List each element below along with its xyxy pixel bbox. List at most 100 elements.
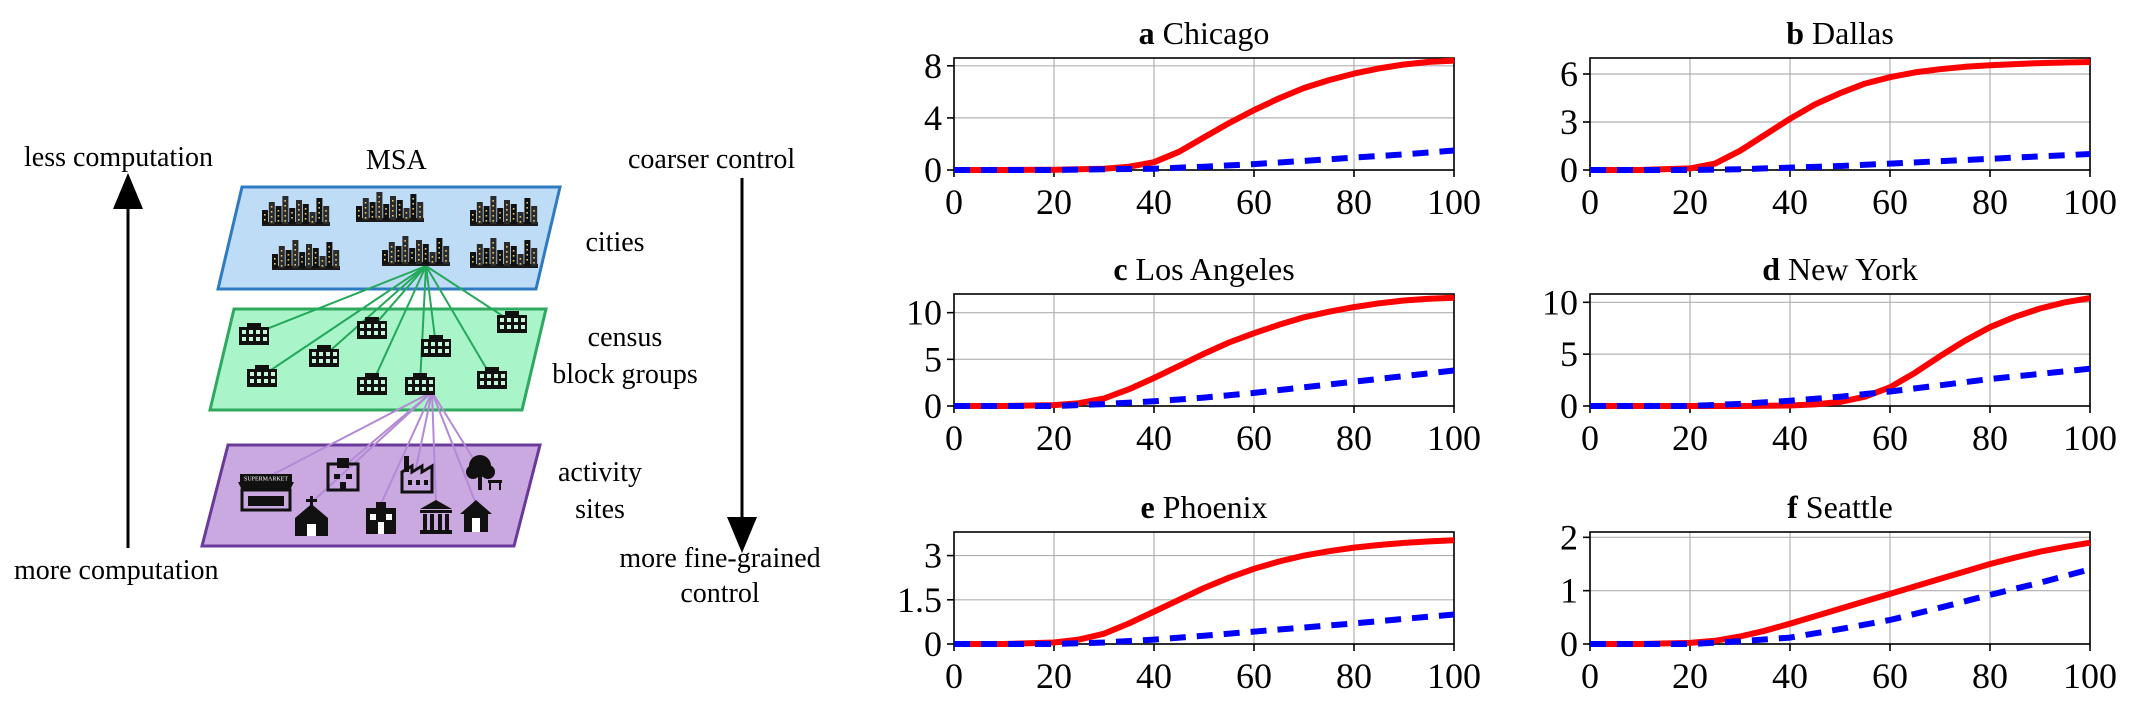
y-tick-label: 0 xyxy=(1560,150,1578,190)
x-tick-label: 20 xyxy=(1036,418,1072,458)
x-tick-label: 60 xyxy=(1872,418,1908,458)
school-icon xyxy=(366,502,396,534)
chart-title: b Dallas xyxy=(1786,15,1894,51)
cbg-icons xyxy=(239,311,527,395)
plot-frame xyxy=(1589,293,2091,407)
city-skyline-icon xyxy=(272,240,340,270)
right-bottom-label-line1: more fine-grained xyxy=(619,543,821,574)
chart-title: c Los Angeles xyxy=(1113,251,1294,287)
series-solid-line xyxy=(954,537,1455,647)
panel-city-name: Phoenix xyxy=(1155,489,1268,525)
city-skyline-icon xyxy=(382,236,450,266)
panel-city-name: Dallas xyxy=(1804,15,1894,51)
series-solid-line xyxy=(1590,539,2091,647)
x-tick-label: 80 xyxy=(1972,182,2008,222)
x-tick-label: 100 xyxy=(2063,656,2117,696)
series-dashed-line xyxy=(954,147,1455,173)
panel-letter: b xyxy=(1786,15,1804,51)
y-tick-label: 0 xyxy=(1560,386,1578,426)
x-tick-label: 80 xyxy=(1336,418,1372,458)
x-tick-label: 80 xyxy=(1336,182,1372,222)
x-tick-label: 0 xyxy=(1581,182,1599,222)
left-bottom-label: more computation xyxy=(14,555,219,586)
city-skyline-icon xyxy=(262,196,330,226)
city-to-cbg-edges xyxy=(253,265,513,385)
panel-letter: e xyxy=(1140,489,1154,525)
census-block-groups-layer xyxy=(208,307,548,412)
plot-frame xyxy=(953,57,1455,171)
cbg-building-icon xyxy=(239,323,269,345)
series-solid-line xyxy=(1590,59,2091,173)
chart-title: a Chicago xyxy=(1139,15,1270,51)
chart-d: d New York 0 20 40 60 80 100 0 5 10 xyxy=(1542,251,2117,458)
x-tick-label: 100 xyxy=(1427,182,1481,222)
x-tick-label: 20 xyxy=(1672,656,1708,696)
series-solid-line xyxy=(954,57,1455,173)
x-tick-label: 40 xyxy=(1772,418,1808,458)
cbg-building-icon xyxy=(357,317,387,339)
city-skyline-icon xyxy=(470,196,538,226)
home-icon xyxy=(460,500,492,532)
series-dashed-line xyxy=(954,367,1455,409)
x-tick-label: 20 xyxy=(1672,182,1708,222)
x-tick-label: 60 xyxy=(1236,418,1272,458)
chart-f: f Seattle 0 20 40 60 80 100 0 1 2 xyxy=(1560,489,2117,696)
chart-a: a Chicago 0 20 40 60 80 100 0 4 8 xyxy=(924,15,1481,222)
x-tick-label: 40 xyxy=(1136,418,1172,458)
cbg-building-icon xyxy=(357,373,387,395)
plot-frame xyxy=(953,531,1455,645)
y-tick-label: 3 xyxy=(924,536,942,576)
y-tick-label: 10 xyxy=(906,293,942,333)
cbg-building-icon xyxy=(405,373,435,395)
y-tick-label: 0 xyxy=(924,624,942,664)
x-tick-label: 100 xyxy=(1427,656,1481,696)
x-tick-label: 60 xyxy=(1872,656,1908,696)
x-tick-label: 100 xyxy=(2063,418,2117,458)
y-tick-label: 8 xyxy=(924,46,942,86)
panel-letter: a xyxy=(1139,15,1155,51)
y-tick-label: 1 xyxy=(1560,571,1578,611)
left-top-label: less computation xyxy=(24,142,213,173)
activity-sites-layer xyxy=(200,443,542,548)
layer-label-cities: cities xyxy=(585,227,645,258)
chart-title: e Phoenix xyxy=(1140,489,1267,525)
chart-title: d New York xyxy=(1762,251,1918,287)
msa-label: MSA xyxy=(366,145,427,176)
plot-frame xyxy=(1589,531,2091,645)
y-tick-label: 1.5 xyxy=(897,580,942,620)
supermarket-icon: SUPERMARKET xyxy=(238,474,294,512)
right-top-label: coarser control xyxy=(628,144,796,175)
x-tick-label: 20 xyxy=(1036,656,1072,696)
x-tick-label: 80 xyxy=(1972,418,2008,458)
y-tick-label: 2 xyxy=(1560,517,1578,557)
x-tick-label: 0 xyxy=(1581,656,1599,696)
x-tick-label: 40 xyxy=(1772,656,1808,696)
y-tick-label: 0 xyxy=(1560,624,1578,664)
series-dashed-line xyxy=(1590,566,2091,647)
x-tick-label: 60 xyxy=(1236,182,1272,222)
x-tick-label: 100 xyxy=(1427,418,1481,458)
x-tick-label: 0 xyxy=(1581,418,1599,458)
x-tick-label: 100 xyxy=(2063,182,2117,222)
cbg-building-icon xyxy=(497,311,527,333)
y-tick-label: 4 xyxy=(924,98,942,138)
factory-icon xyxy=(400,456,434,494)
y-tick-label: 5 xyxy=(1560,334,1578,374)
series-dashed-line xyxy=(954,611,1455,647)
x-tick-label: 80 xyxy=(1336,656,1372,696)
panel-letter: f xyxy=(1787,489,1798,525)
y-tick-label: 6 xyxy=(1560,54,1578,94)
cbg-building-icon xyxy=(477,367,507,389)
plot-frame xyxy=(1589,57,2091,171)
panel-letter: c xyxy=(1113,251,1127,287)
x-tick-label: 0 xyxy=(945,418,963,458)
x-tick-label: 60 xyxy=(1872,182,1908,222)
x-tick-label: 40 xyxy=(1136,182,1172,222)
cbg-building-icon xyxy=(309,345,339,367)
panel-letter: d xyxy=(1762,251,1780,287)
panel-city-name: Los Angeles xyxy=(1128,251,1295,287)
church-icon xyxy=(295,496,328,536)
x-tick-label: 0 xyxy=(945,182,963,222)
city-icons xyxy=(262,192,538,270)
